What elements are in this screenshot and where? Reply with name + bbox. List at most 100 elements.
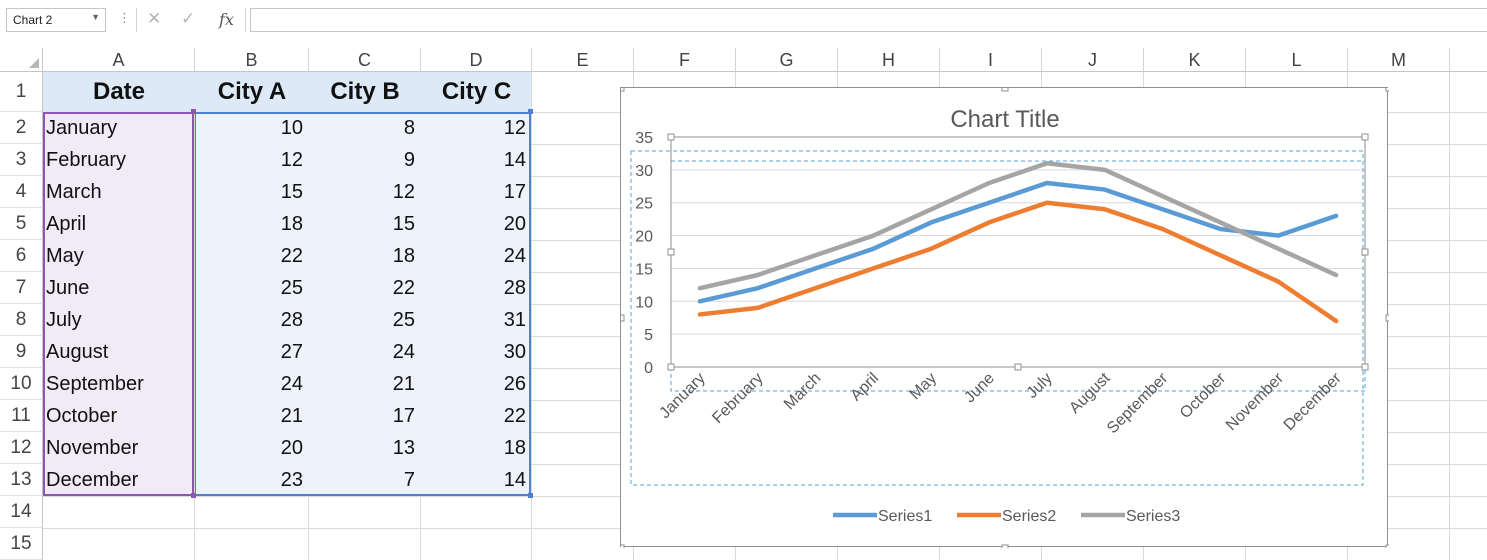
date-cell[interactable]: March [46, 181, 102, 203]
plot-area-handle[interactable] [1361, 363, 1369, 371]
value-cell[interactable]: 22 [280, 245, 303, 267]
column-header[interactable] [1450, 48, 1487, 72]
value-cell[interactable]: 17 [503, 181, 526, 203]
insert-function-icon[interactable]: fx [219, 10, 234, 29]
column-header[interactable]: B [195, 48, 309, 72]
date-cell[interactable]: August [46, 341, 109, 363]
date-cell[interactable]: October [46, 405, 118, 427]
column-header[interactable]: K [1144, 48, 1246, 72]
header-cell[interactable]: City A [217, 78, 287, 105]
value-cell[interactable]: 21 [280, 405, 303, 427]
value-cell[interactable]: 25 [280, 277, 303, 299]
value-cell[interactable]: 12 [392, 181, 415, 203]
column-header[interactable]: J [1042, 48, 1144, 72]
header-cell[interactable]: City B [330, 78, 400, 105]
row-header[interactable]: 9 [0, 336, 43, 368]
range-handle[interactable] [191, 109, 196, 114]
formula-input[interactable] [250, 8, 1487, 32]
name-box[interactable]: Chart 2 ▼ [6, 8, 106, 32]
value-cell[interactable]: 18 [503, 437, 526, 459]
value-cell[interactable]: 18 [280, 213, 303, 235]
row-header[interactable]: 7 [0, 272, 43, 304]
date-cell[interactable]: June [46, 277, 90, 299]
value-cell[interactable]: 30 [503, 341, 526, 363]
value-cell[interactable]: 20 [280, 437, 303, 459]
row-header[interactable]: 6 [0, 240, 43, 272]
column-header[interactable]: G [736, 48, 838, 72]
date-cell[interactable]: January [46, 117, 118, 139]
value-cell[interactable]: 22 [392, 277, 415, 299]
value-cell[interactable]: 26 [503, 373, 526, 395]
value-cell[interactable]: 22 [503, 405, 526, 427]
value-cell[interactable]: 28 [503, 277, 526, 299]
value-cell[interactable]: 24 [392, 341, 415, 363]
chevron-down-icon[interactable]: ▼ [91, 12, 100, 22]
series-line-3[interactable] [697, 161, 1339, 291]
column-header[interactable]: E [532, 48, 634, 72]
legend-label[interactable]: Series3 [1126, 508, 1180, 525]
plot-area-handle[interactable] [667, 248, 675, 256]
plot-area-handle[interactable] [667, 363, 675, 371]
line-chart[interactable]: Chart Title 0 5 10 15 20 25 30 35 January Februar… [620, 87, 1389, 548]
value-cell[interactable]: 17 [392, 405, 415, 427]
chart-resize-handle[interactable] [1385, 88, 1389, 92]
select-all-button[interactable] [0, 48, 43, 72]
header-cell[interactable]: City C [441, 78, 512, 105]
column-header[interactable]: H [838, 48, 940, 72]
date-cell[interactable]: May [46, 245, 84, 267]
value-cell[interactable]: 25 [392, 309, 415, 331]
date-cell[interactable]: April [46, 213, 87, 235]
value-cell[interactable]: 14 [503, 469, 526, 491]
column-header[interactable]: M [1348, 48, 1450, 72]
range-handle[interactable] [528, 109, 533, 114]
value-cell[interactable]: 28 [280, 309, 303, 331]
chart-resize-handle[interactable] [1385, 544, 1389, 548]
value-cell[interactable]: 8 [403, 117, 415, 139]
row-header[interactable]: 14 [0, 496, 43, 528]
value-cell[interactable]: 7 [403, 469, 415, 491]
series-line-1[interactable] [697, 180, 1339, 304]
date-cell[interactable]: September [46, 373, 144, 395]
confirm-icon[interactable]: ✓ [181, 9, 196, 28]
date-cell[interactable]: December [46, 469, 139, 491]
date-cell[interactable]: July [46, 309, 82, 331]
chart-resize-handle[interactable] [1001, 544, 1009, 548]
row-header[interactable]: 2 [0, 112, 43, 144]
value-cell[interactable]: 12 [503, 117, 526, 139]
more-options-icon[interactable]: ⋮ [118, 10, 131, 25]
plot-area-handle[interactable] [667, 133, 675, 141]
chart-resize-handle[interactable] [1385, 314, 1389, 322]
value-cell[interactable]: 9 [403, 149, 415, 171]
column-header[interactable]: C [309, 48, 421, 72]
value-cell[interactable]: 23 [280, 469, 303, 491]
value-cell[interactable]: 27 [280, 341, 303, 363]
value-cell[interactable]: 31 [503, 309, 526, 331]
plot-area-handle[interactable] [1361, 248, 1369, 256]
legend-label[interactable]: Series1 [878, 508, 932, 525]
value-cell[interactable]: 10 [280, 117, 303, 139]
column-header[interactable]: D [421, 48, 532, 72]
value-cell[interactable]: 18 [392, 245, 415, 267]
value-cell[interactable]: 24 [280, 373, 303, 395]
row-header[interactable]: 10 [0, 368, 43, 400]
value-cell[interactable]: 21 [392, 373, 415, 395]
chart-resize-handle[interactable] [621, 544, 625, 548]
date-cell[interactable]: November [46, 437, 139, 459]
value-cell[interactable]: 14 [503, 149, 526, 171]
range-handle[interactable] [528, 493, 533, 498]
row-header[interactable]: 15 [0, 528, 43, 560]
range-handle[interactable] [191, 493, 196, 498]
chart-resize-handle[interactable] [1001, 88, 1009, 92]
chart-title[interactable]: Chart Title [950, 106, 1060, 133]
column-header[interactable]: F [634, 48, 736, 72]
date-cell[interactable]: February [46, 149, 127, 171]
chart-resize-handle[interactable] [621, 314, 625, 322]
row-header[interactable]: 8 [0, 304, 43, 336]
value-cell[interactable]: 12 [280, 149, 303, 171]
plot-area-handle[interactable] [1014, 363, 1022, 371]
cancel-icon[interactable]: ✕ [147, 9, 162, 28]
row-header[interactable]: 12 [0, 432, 43, 464]
plot-area-handle[interactable] [1361, 133, 1369, 141]
value-cell[interactable]: 24 [503, 245, 526, 267]
value-cell[interactable]: 15 [392, 213, 415, 235]
